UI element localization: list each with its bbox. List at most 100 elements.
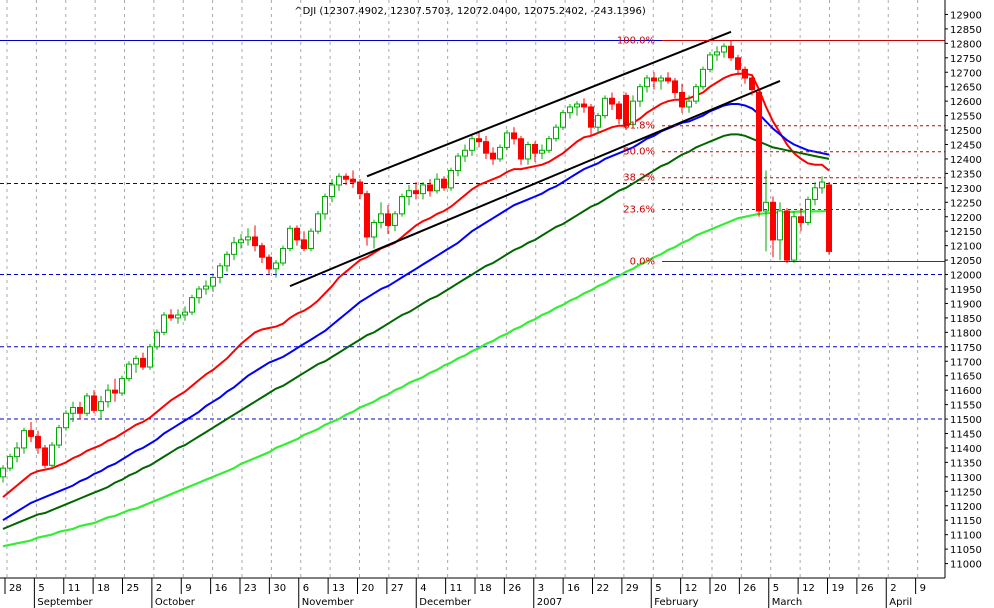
candle-body [609, 97, 615, 105]
y-tick-label: 12300 [950, 184, 982, 195]
y-tick-label: 11900 [950, 299, 982, 310]
y-tick-label: 12250 [950, 198, 982, 209]
candle-body [161, 314, 167, 333]
candle-body [742, 68, 748, 79]
x-tick-label: 5 [38, 583, 44, 594]
x-tick-label: 29 [626, 583, 639, 594]
candle-body [406, 190, 412, 198]
candle-body [812, 187, 818, 200]
x-tick-label: 12 [685, 583, 698, 594]
candle-body [301, 239, 307, 250]
y-tick-label: 12100 [950, 242, 982, 253]
x-tick-label: 26 [743, 583, 756, 594]
x-tick-label: 19 [832, 583, 845, 594]
candle-body [231, 242, 237, 255]
y-tick-label: 12550 [950, 112, 982, 123]
y-tick-label: 11350 [950, 458, 982, 469]
candle-body [308, 230, 314, 250]
x-tick-label: 11 [68, 583, 81, 594]
moving-average-line [2, 209, 830, 548]
candle-body [791, 216, 797, 261]
y-tick-label: 11500 [950, 415, 982, 426]
candle-body [0, 467, 6, 478]
candle-body [490, 152, 496, 160]
x-tick-label: 16 [215, 583, 228, 594]
candle-body [238, 239, 244, 244]
candle-body [728, 45, 734, 59]
candle-body [525, 144, 531, 160]
x-tick-label: 16 [567, 583, 580, 594]
moving-average-line [2, 103, 830, 522]
candle-body [637, 86, 643, 102]
candle-body [105, 389, 111, 403]
y-tick-label: 11250 [950, 487, 982, 498]
candle-body [133, 357, 139, 365]
x-tick-label: 6 [303, 583, 309, 594]
y-tick-label: 11950 [950, 285, 982, 296]
candle-body [595, 115, 601, 128]
candle-body [84, 395, 90, 414]
candle-body [35, 435, 41, 449]
candle-body [567, 106, 573, 114]
candle-body [448, 170, 454, 189]
candle-body [700, 68, 706, 88]
candle-body [644, 77, 650, 88]
moving-average-line [2, 133, 830, 530]
candle-body [602, 97, 608, 117]
x-tick-label: 22 [597, 583, 610, 594]
candle-body [273, 262, 279, 270]
y-tick-label: 12700 [950, 68, 982, 79]
candle-body [434, 178, 440, 192]
candle-body [665, 77, 671, 82]
fib-level-label: 23.6% [623, 205, 655, 216]
y-tick-label: 12400 [950, 155, 982, 166]
candle-body [371, 222, 377, 238]
x-tick-label: 12 [802, 583, 815, 594]
x-tick-label: 27 [391, 583, 404, 594]
x-tick-label: 26 [508, 583, 521, 594]
candle-body [385, 213, 391, 226]
month-label: 2007 [537, 597, 562, 608]
candle-body [252, 236, 258, 247]
candle-body [651, 77, 657, 82]
y-tick-label: 12600 [950, 97, 982, 108]
candle-body [441, 178, 447, 189]
candle-body [294, 227, 300, 241]
x-tick-label: 28 [9, 583, 22, 594]
candle-body [805, 198, 811, 224]
fib-level-label: 61.8% [623, 121, 655, 132]
candle-body [560, 112, 566, 128]
candle-body [693, 86, 699, 102]
y-tick-label: 11600 [950, 386, 982, 397]
x-tick-label: 26 [861, 583, 874, 594]
moving-averages [2, 72, 830, 548]
candle-body [707, 54, 713, 70]
candle-body [42, 447, 48, 466]
month-label: March [772, 597, 802, 608]
candle-body [7, 456, 13, 469]
x-tick-label: 5 [773, 583, 779, 594]
y-tick-label: 11300 [950, 473, 982, 484]
trend-channel [289, 30, 781, 288]
y-tick-label: 11200 [950, 502, 982, 513]
candle-body [826, 184, 832, 252]
candle-body [63, 412, 69, 429]
candle-body [770, 201, 776, 241]
candle-body [203, 285, 209, 290]
candle-body [21, 430, 27, 449]
candle-body [196, 288, 202, 299]
y-tick-label: 12000 [950, 271, 982, 282]
candle-body [476, 138, 482, 143]
candle-body [56, 427, 62, 446]
candle-body [364, 193, 370, 238]
fib-level-label: 100.0% [617, 35, 655, 46]
candle-body [679, 91, 685, 108]
candle-body [574, 103, 580, 108]
candle-body [77, 406, 83, 414]
fib-level-label: 0.0% [630, 257, 655, 268]
y-tick-label: 11700 [950, 357, 982, 368]
y-tick-label: 12650 [950, 83, 982, 94]
candle-body [392, 213, 398, 226]
x-tick-label: 13 [332, 583, 345, 594]
